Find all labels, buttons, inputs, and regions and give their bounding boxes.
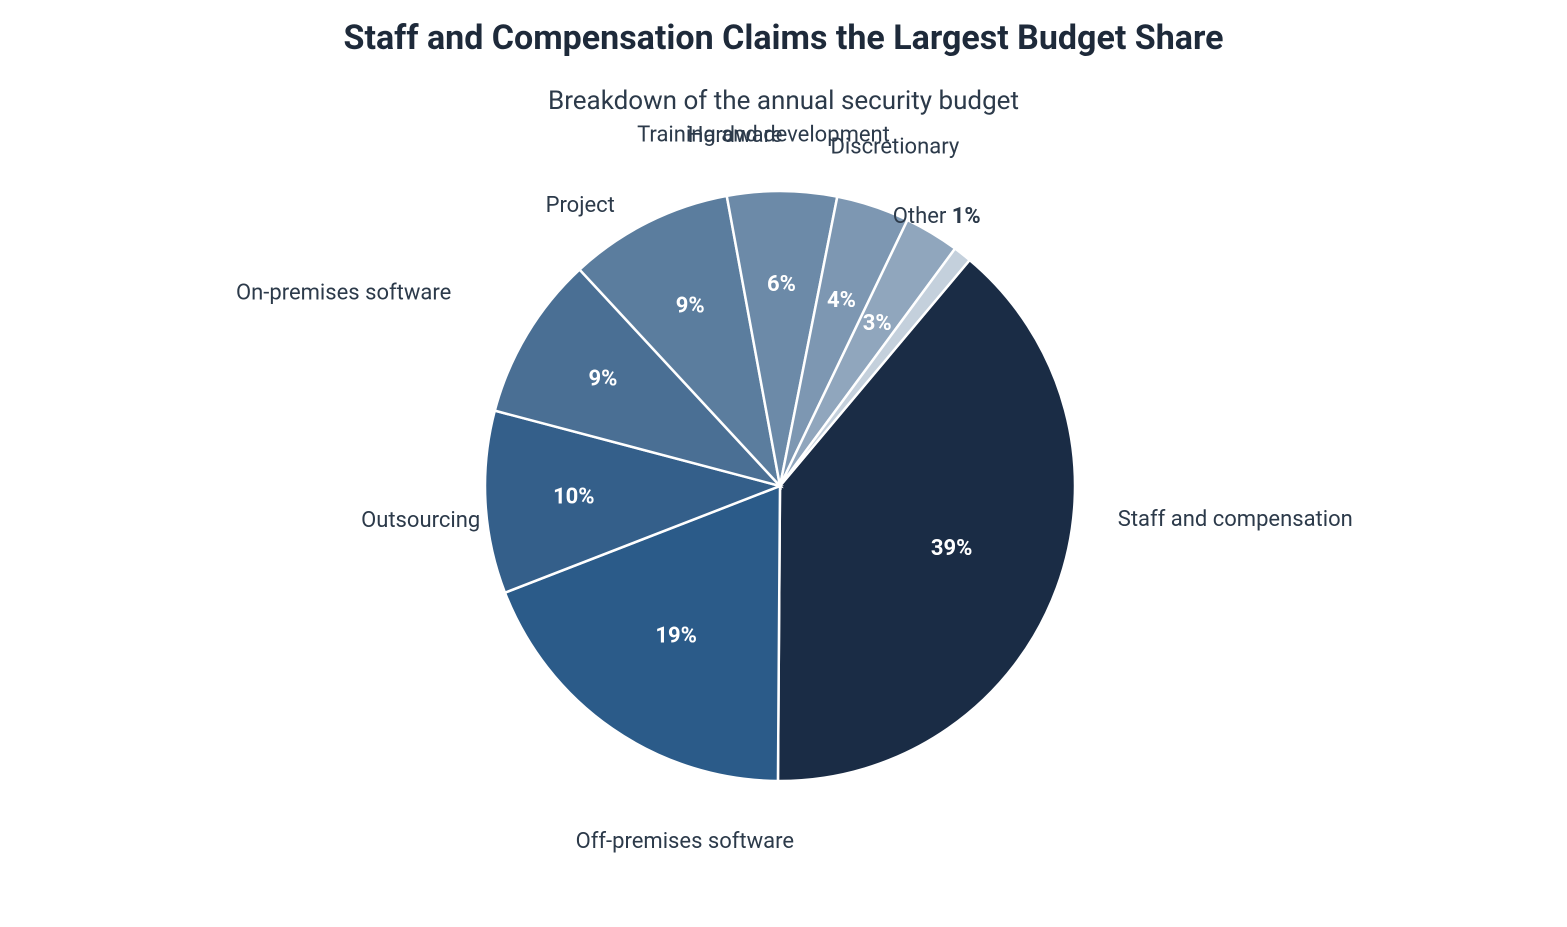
slice-category-label: Outsourcing	[361, 508, 480, 533]
slice-percent-label: 3%	[863, 311, 892, 336]
slice-percent-label: 39%	[931, 536, 973, 561]
chart-title: Staff and Compensation Claims the Larges…	[0, 18, 1567, 58]
slice-percent-label: 9%	[676, 293, 705, 318]
pie-chart: 39% 19% 10% 9% 9% 6% 4% 3% Staff and compensatio…	[0, 116, 1567, 876]
slice-category-label: Other 1%	[893, 204, 981, 229]
slice-percent-label: 4%	[827, 288, 856, 313]
slice-percent-label: 6%	[767, 272, 796, 297]
chart-subtitle: Breakdown of the annual security budget	[0, 86, 1567, 116]
slice-category-label: On-premises software	[236, 280, 451, 305]
slice-percent-label: 19%	[655, 623, 697, 648]
slice-percent-label: 9%	[589, 366, 618, 391]
slice-category-label: Staff and compensation	[1118, 507, 1353, 532]
slice-percent-label: 10%	[553, 484, 595, 509]
slice-category-label: Discretionary	[830, 134, 959, 159]
slice-category-label: Off-premises software	[576, 829, 794, 854]
pie-chart-container: 39% 19% 10% 9% 9% 6% 4% 3% Staff and compensatio…	[0, 116, 1567, 876]
slice-category-label: Project	[546, 193, 615, 218]
